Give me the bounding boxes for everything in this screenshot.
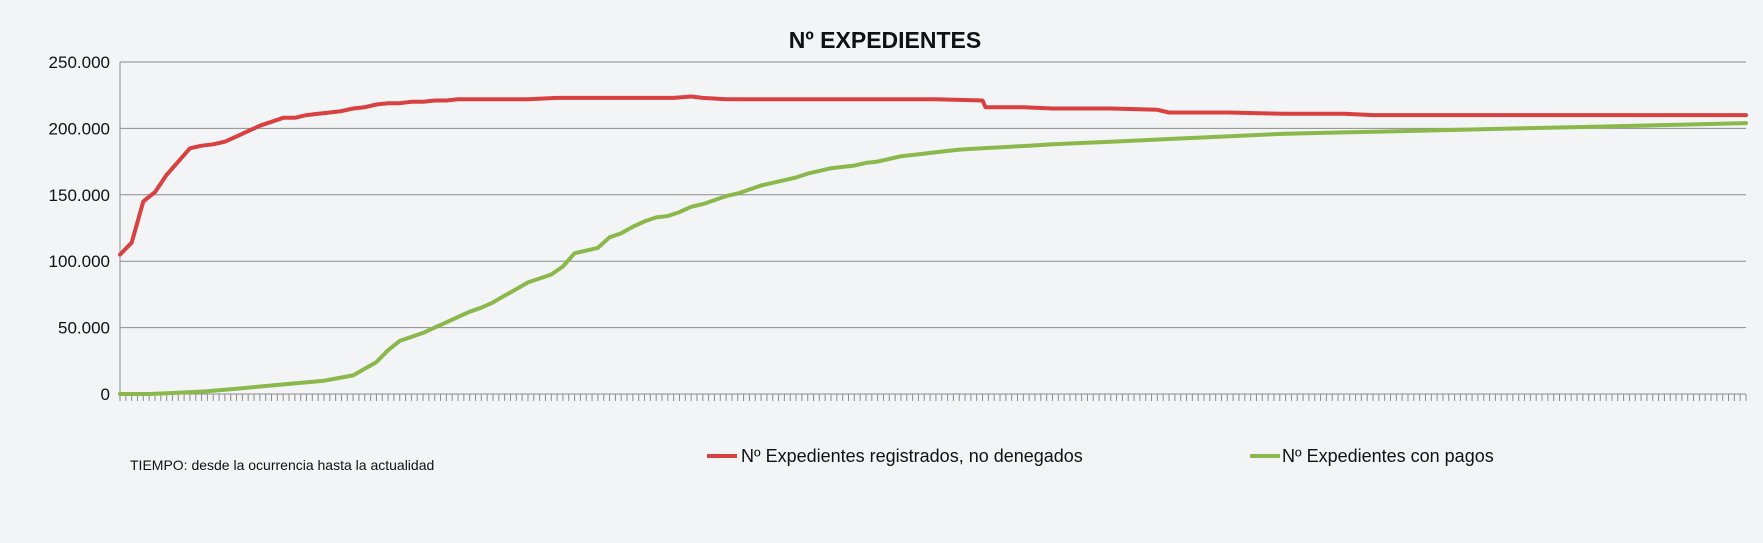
y-tick-label: 0: [101, 385, 110, 404]
y-tick-label: 250.000: [49, 53, 110, 72]
chart-title: Nº EXPEDIENTES: [789, 27, 981, 53]
y-tick-label: 50.000: [58, 319, 110, 338]
x-axis: [119, 393, 1747, 401]
series-line-pagos: [118, 121, 1748, 396]
y-axis-ticks: 0 50.000 100.000 150.000 200.000 250.000: [49, 53, 110, 404]
y-tick-label: 150.000: [49, 186, 110, 205]
y-tick-label: 200.000: [49, 119, 110, 138]
series-lines: [118, 94, 1748, 396]
series-line-registrados: [118, 94, 1748, 257]
x-axis-label: TIEMPO: desde la ocurrencia hasta la act…: [130, 457, 434, 473]
legend-label-registrados: Nº Expedientes registrados, no denegados: [741, 446, 1083, 466]
y-tick-label: 100.000: [49, 252, 110, 271]
grid-lines: [119, 61, 1746, 395]
x-axis-ticks: [119, 394, 1747, 401]
legend: Nº Expedientes registrados, no denegados…: [707, 446, 1494, 466]
legend-label-pagos: Nº Expedientes con pagos: [1282, 446, 1494, 466]
